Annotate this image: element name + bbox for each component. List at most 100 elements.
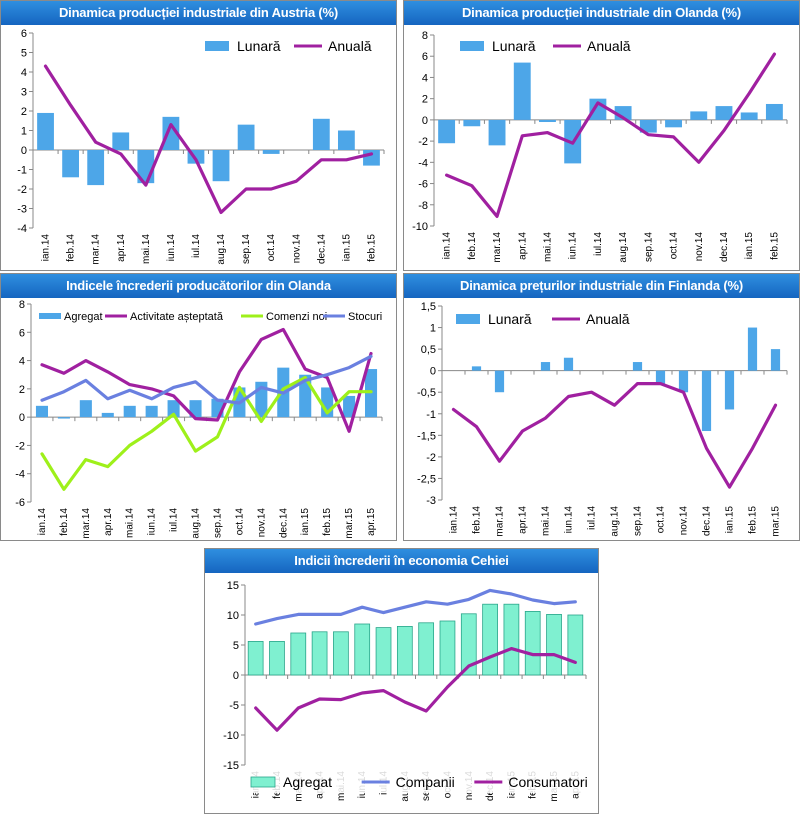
bar-lunară (212, 150, 230, 182)
legend-label: Comenzi noi (266, 311, 327, 323)
legend-label: Companii (396, 774, 455, 790)
x-tick-label: mar.14 (81, 508, 92, 539)
bar-agregat (35, 405, 49, 418)
x-tick-label: iun.14 (568, 232, 579, 260)
legend-label: Anuală (586, 311, 630, 327)
series-line-stocuri (40, 354, 373, 405)
x-tick-label: iun.14 (564, 506, 575, 534)
bar-lunară (237, 124, 255, 150)
bar-lunară (494, 370, 505, 393)
bar-lunară (632, 362, 643, 371)
x-tick-label: mai.14 (542, 232, 553, 262)
bar-agregat (343, 395, 356, 418)
bar-lunară (747, 327, 758, 371)
x-tick-label: sep.14 (212, 508, 223, 538)
x-tick-label: feb.15 (748, 506, 759, 534)
chart-panel-preturi-finlanda: Dinamica prețurilor industriale din Finl… (403, 273, 800, 541)
chart-title: Dinamica producției industriale din Olan… (404, 1, 799, 25)
legend-box (452, 35, 642, 57)
bar-lunară (262, 150, 280, 154)
series-line-comenzi-noi (40, 375, 373, 491)
bar-agregat (567, 614, 584, 676)
series-line-anuală (43, 64, 374, 214)
x-tick-label: aug.14 (216, 234, 227, 265)
bar-agregat (189, 400, 202, 418)
bar-lunară (488, 119, 506, 146)
x-tick-label: feb.14 (467, 232, 478, 260)
x-tick-label: oct.14 (266, 234, 277, 262)
x-tick-label: iun.14 (166, 234, 177, 262)
bar-lunară (471, 366, 482, 371)
bar-lunară (112, 132, 130, 150)
y-tick-label: -8 (418, 200, 428, 212)
legend-label: Agregat (64, 311, 103, 323)
bar-agregat (333, 631, 349, 676)
bar-lunară (765, 103, 783, 120)
x-tick-label: sep.14 (643, 232, 654, 262)
y-tick-label: 1 (430, 323, 436, 335)
x-tick-label: mai.14 (541, 506, 552, 536)
x-tick-label: dec.14 (702, 506, 713, 536)
chart-panel-cehia: Indicii încrederii în economia Cehiei -1… (204, 548, 599, 814)
bar-lunară (513, 62, 531, 120)
x-tick-label: mar.14 (91, 234, 102, 265)
y-tick-label: -4 (418, 157, 428, 169)
y-tick-label: 6 (21, 28, 27, 40)
bar-lunară (639, 119, 657, 133)
y-tick-label: -3 (17, 204, 27, 216)
legend-swatch (456, 314, 480, 324)
bar-lunară (37, 112, 54, 150)
y-tick-label: 4 (21, 67, 27, 79)
x-tick-label: apr.15 (366, 508, 377, 536)
legend-box (197, 35, 379, 57)
bar-lunară (463, 119, 481, 127)
legend-swatch (250, 776, 276, 788)
bar-agregat (57, 417, 70, 419)
series-line-consumatori (254, 646, 577, 732)
x-tick-label: apr.14 (518, 506, 529, 534)
legend-label: Agregat (283, 774, 332, 790)
bar-agregat (546, 614, 562, 676)
bar-lunară (438, 119, 456, 144)
y-tick-label: -6 (418, 179, 428, 191)
legend-label: Consumatori (508, 774, 587, 790)
bar-agregat (247, 641, 264, 676)
bar-agregat (145, 405, 158, 418)
y-tick-label: 1,5 (421, 301, 436, 313)
x-tick-label: ian.14 (449, 506, 460, 534)
y-tick-label: 0 (430, 366, 436, 378)
legend-swatch (460, 41, 484, 51)
y-tick-label: -3 (426, 495, 436, 507)
chart-olanda: -10 -8 -6 -4 -2 0 2 4 6 8 ian.14 feb.14 mar.14 apr.14… (412, 30, 788, 263)
bar-agregat (354, 623, 371, 676)
x-tick-label: feb.15 (769, 232, 780, 260)
y-tick-label: 4 (422, 72, 428, 84)
x-tick-label: aug.14 (610, 506, 621, 537)
y-tick-label: -0,5 (417, 387, 436, 399)
x-tick-label: ian.15 (341, 234, 352, 262)
y-tick-label: -4 (17, 223, 27, 235)
bar-agregat (167, 400, 180, 418)
bar-agregat (311, 631, 328, 676)
x-tick-label: nov.14 (256, 508, 267, 538)
x-tick-label: ian.15 (725, 506, 736, 534)
bar-agregat (269, 641, 285, 676)
x-tick-label: dec.14 (719, 232, 730, 262)
bar-agregat (460, 613, 477, 676)
x-tick-label: nov.14 (291, 234, 302, 264)
x-tick-label: aug.14 (618, 232, 629, 263)
series-line-anuală (444, 52, 776, 218)
x-tick-label: feb.14 (66, 234, 77, 262)
x-tick-label: nov.14 (679, 506, 690, 536)
y-tick-label: 15 (227, 580, 239, 592)
legend-label: Anuală (587, 38, 631, 54)
y-tick-label: 6 (19, 327, 25, 339)
legend-label: Anuală (328, 38, 372, 54)
bar-lunară (715, 106, 733, 120)
x-tick-label: iul.14 (169, 508, 180, 532)
x-tick-label: feb.14 (472, 506, 483, 534)
y-tick-label: 0 (21, 145, 27, 157)
x-tick-label: mai.14 (141, 234, 152, 264)
x-tick-label: oct.14 (234, 508, 245, 536)
bar-lunară (724, 370, 735, 410)
